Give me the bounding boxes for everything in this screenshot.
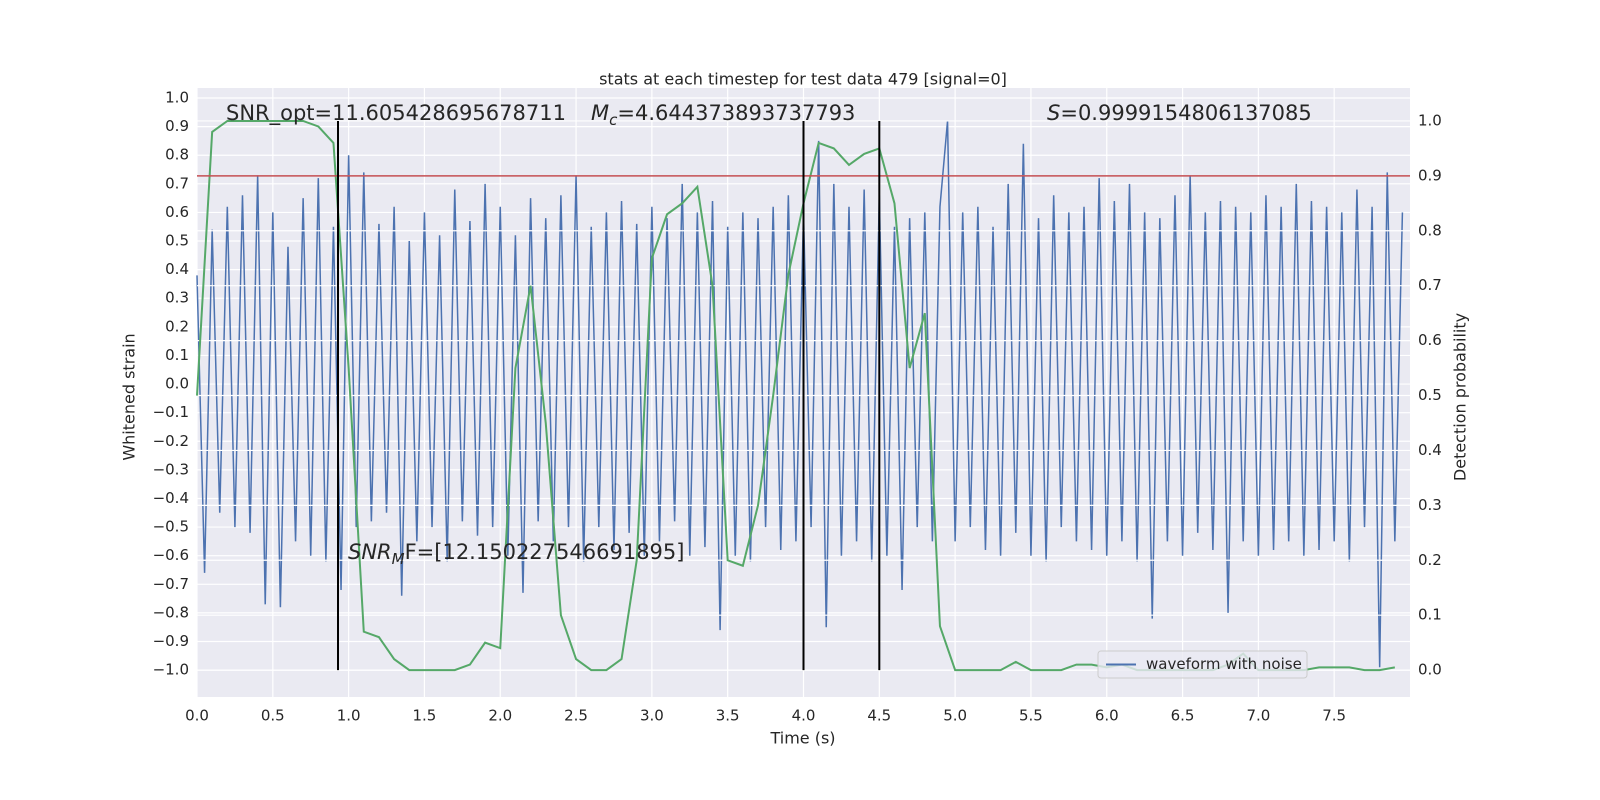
annotation: Mc=4.644373893737793 — [591, 101, 855, 129]
y-tick-label: −0.4 — [153, 489, 189, 507]
annotation-symbol: S — [1047, 101, 1060, 125]
y-tick-label: −0.8 — [153, 603, 189, 621]
y-tick-label: −0.2 — [153, 432, 189, 450]
y-tick-label: −0.5 — [153, 518, 189, 536]
annotation-subscript: c — [609, 111, 618, 129]
y-tick-label: 0.3 — [165, 289, 189, 307]
y2-tick-label: 0.7 — [1418, 276, 1442, 294]
y-tick-label: 0.1 — [165, 346, 189, 364]
y2-tick-label: 0.0 — [1418, 661, 1442, 679]
y-tick-label: 0.6 — [165, 203, 189, 221]
labels: −1.0 −0.9 −0.8 −0.7 −0.6 −0.5 −0.4 −0.3 −0.2 −0.1… — [153, 89, 1442, 725]
x-tick-label: 3.5 — [716, 707, 740, 725]
y2-tick-label: 0.9 — [1418, 166, 1442, 184]
y-axis-label: Whitened strain — [120, 333, 139, 460]
y2-tick-label: 0.5 — [1418, 386, 1442, 404]
y-tick-label: −0.1 — [153, 403, 189, 421]
x-tick-label: 3.0 — [640, 707, 664, 725]
annotation-text: =4.644373893737793 — [617, 101, 855, 125]
y2-tick-label: 0.6 — [1418, 331, 1442, 349]
x-tick-label: 4.5 — [867, 707, 891, 725]
y-tick-label: 0.8 — [165, 146, 189, 164]
y-tick-label: −0.7 — [153, 575, 189, 593]
chart-title: stats at each timestep for test data 479… — [599, 70, 1007, 89]
annotation: SNRMF=[12.150227546691895] — [348, 540, 684, 568]
y2-tick-label: 0.8 — [1418, 221, 1442, 239]
y-tick-label: −0.3 — [153, 460, 189, 478]
y-tick-label: −0.6 — [153, 546, 189, 564]
y2-tick-label: 0.2 — [1418, 551, 1442, 569]
y2-tick-label: 0.4 — [1418, 441, 1442, 459]
annotation-text: =0.9999154806137085 — [1060, 101, 1311, 125]
y-tick-label: 0.9 — [165, 117, 189, 135]
y2-tick-label: 1.0 — [1418, 111, 1442, 129]
y-tick-label: −0.9 — [153, 632, 189, 650]
legend-box — [1097, 650, 1308, 679]
data-line — [196, 120, 1404, 668]
x-tick-label: 1.0 — [337, 707, 361, 725]
x-tick-label: 7.5 — [1322, 707, 1346, 725]
y2-tick-label: 0.3 — [1418, 496, 1442, 514]
x-tick-label: 6.5 — [1171, 707, 1195, 725]
y-tick-label: 0.7 — [165, 174, 189, 192]
x-tick-label: 1.5 — [413, 707, 437, 725]
x-tick-label: 5.0 — [943, 707, 967, 725]
y-tick-label: 1.0 — [165, 89, 189, 107]
y-tick-label: 0.0 — [165, 375, 189, 393]
x-tick-label: 0.0 — [185, 707, 209, 725]
x-tick-label: 5.5 — [1019, 707, 1043, 725]
series-left — [196, 120, 1404, 668]
legend-label: waveform with noise — [1146, 655, 1302, 673]
legend: waveform with noise — [1097, 650, 1308, 679]
annotation-subscript: M — [392, 550, 405, 568]
y-tick-label: 0.4 — [165, 260, 189, 278]
x-tick-label: 2.0 — [488, 707, 512, 725]
y-tick-label: −1.0 — [153, 661, 189, 679]
x-tick-label: 4.0 — [792, 707, 816, 725]
y-tick-label: 0.2 — [165, 317, 189, 335]
x-tick-label: 2.5 — [564, 707, 588, 725]
x-tick-label: 0.5 — [261, 707, 285, 725]
y-tick-label: 0.5 — [165, 232, 189, 250]
x-tick-label: 6.0 — [1095, 707, 1119, 725]
annotation: SNR_opt=11.605428695678711 — [226, 101, 566, 126]
annotation-text: F=[12.150227546691895] — [405, 540, 685, 564]
annotation-symbol: SNR — [348, 540, 392, 564]
x-tick-label: 7.0 — [1246, 707, 1270, 725]
annotation-text: SNR_opt=11.605428695678711 — [226, 101, 566, 126]
x-axis-label: Time (s) — [769, 729, 835, 748]
annotation: S=0.9999154806137085 — [1047, 101, 1312, 125]
y2-tick-label: 0.1 — [1418, 606, 1442, 624]
y2-axis-label: Detection probability — [1451, 313, 1470, 481]
annotation-symbol: M — [591, 101, 609, 125]
